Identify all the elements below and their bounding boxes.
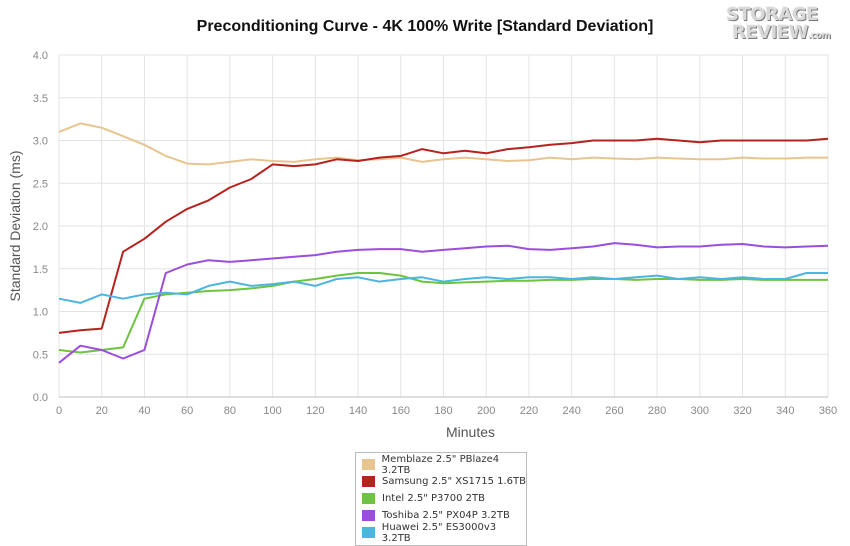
x-tick-label: 140 [349, 405, 367, 417]
legend-label: Huawei 2.5" ES3000v3 3.2TB [381, 521, 497, 544]
y-tick-label: 4.0 [33, 50, 48, 62]
series-line-2 [58, 272, 828, 354]
x-tick-label: 360 [819, 405, 837, 417]
y-tick-label: 3.5 [33, 93, 48, 105]
series-line-4 [58, 272, 828, 304]
y-tick-label: 1.5 [33, 264, 48, 276]
x-tick-label: 320 [733, 405, 751, 417]
legend-item: Huawei 2.5" ES3000v3 3.2TB [356, 521, 526, 544]
x-tick-label: 240 [562, 405, 580, 417]
x-axis-label: Minutes [446, 424, 495, 440]
y-tick-label: 2.5 [33, 178, 48, 190]
legend-item: Samsung 2.5" XS1715 1.6TB [356, 473, 526, 490]
legend-item: Toshiba 2.5" PX04P 3.2TB [356, 507, 526, 524]
x-tick-label: 260 [605, 405, 623, 417]
legend-swatch [362, 510, 375, 521]
legend-item: Intel 2.5" P3700 2TB [356, 490, 526, 507]
x-tick-label: 180 [434, 405, 452, 417]
x-tick-label: 340 [776, 405, 794, 417]
legend-swatch [362, 459, 375, 470]
legend: Memblaze 2.5" PBlaze4 3.2TB Samsung 2.5" … [355, 452, 527, 546]
x-tick-label: 20 [96, 405, 108, 417]
x-tick-label: 120 [306, 405, 324, 417]
x-tick-label: 220 [520, 405, 538, 417]
x-tick-label: 100 [263, 405, 281, 417]
series-line-0 [58, 122, 828, 166]
y-tick-label: 2.0 [33, 221, 48, 233]
x-tick-label: 60 [181, 405, 193, 417]
y-tick-label: 0.0 [33, 392, 48, 404]
legend-swatch [362, 476, 375, 487]
legend-label: Memblaze 2.5" PBlaze4 3.2TB [381, 453, 500, 476]
legend-label: Intel 2.5" P3700 2TB [382, 493, 485, 504]
x-tick-label: 300 [691, 405, 709, 417]
legend-swatch [362, 527, 375, 538]
legend-label: Toshiba 2.5" PX04P 3.2TB [382, 510, 510, 521]
series-line-1 [58, 137, 829, 334]
x-tick-label: 0 [56, 405, 62, 417]
chart-title: Preconditioning Curve - 4K 100% Write [S… [196, 18, 654, 35]
y-tick-label: 0.5 [33, 349, 48, 361]
y-tick-label: 1.0 [33, 307, 48, 319]
y-tick-label: 3.0 [33, 136, 48, 148]
x-tick-label: 160 [392, 405, 410, 417]
legend-item: Memblaze 2.5" PBlaze4 3.2TB [356, 453, 526, 476]
legend-label: Samsung 2.5" XS1715 1.6TB [382, 476, 527, 487]
x-tick-label: 40 [138, 405, 150, 417]
x-tick-label: 280 [648, 405, 666, 417]
legend-swatch [362, 493, 375, 504]
x-tick-label: 80 [224, 405, 236, 417]
y-axis-label: Standard Deviation (ms) [7, 151, 23, 302]
storage-review-logo: STORAGE REVIEW.com [726, 4, 831, 43]
series-line-3 [58, 242, 829, 364]
x-tick-label: 200 [477, 405, 495, 417]
